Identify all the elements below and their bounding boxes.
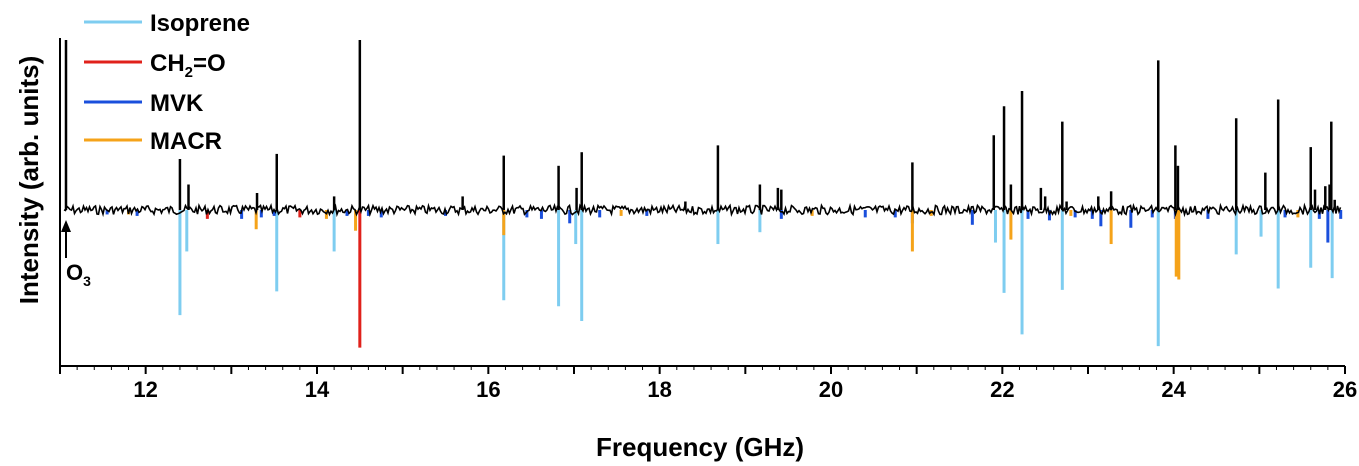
legend-label: CH2=O bbox=[150, 50, 226, 81]
observed-baseline-noise bbox=[63, 202, 1342, 218]
legend-item-ch2o: CH2=O bbox=[84, 50, 226, 81]
legend-item-isoprene: Isoprene bbox=[84, 10, 250, 37]
x-tick-label: 16 bbox=[476, 377, 500, 402]
legend-label: Isoprene bbox=[150, 10, 250, 37]
series-ch2-o bbox=[205, 210, 362, 348]
observed-spectrum bbox=[63, 40, 1342, 218]
x-tick-label: 12 bbox=[133, 377, 157, 402]
simulated-spectra bbox=[105, 210, 1343, 348]
x-tick-label: 26 bbox=[1333, 377, 1357, 402]
series-isoprene bbox=[178, 210, 1334, 347]
legend-label: MVK bbox=[150, 90, 204, 117]
x-tick-label: 22 bbox=[990, 377, 1014, 402]
series-macr bbox=[127, 210, 1300, 280]
x-tick-label: 20 bbox=[819, 377, 843, 402]
legend: Isoprene CH2=O MVK MACR bbox=[84, 10, 250, 155]
legend-item-macr: MACR bbox=[84, 128, 222, 155]
x-axis-ticks: 12 14 16 18 20 22 24 26 bbox=[59, 366, 1357, 402]
x-tick-label: 14 bbox=[305, 377, 330, 402]
o3-arrow-head bbox=[60, 220, 71, 232]
x-tick-label: 24 bbox=[1161, 377, 1186, 402]
x-axis-title: Frequency (GHz) bbox=[596, 432, 804, 462]
x-tick-label: 18 bbox=[647, 377, 671, 402]
legend-item-mvk: MVK bbox=[84, 90, 204, 117]
legend-label: MACR bbox=[150, 128, 222, 155]
y-axis-title: Intensity (arb. units) bbox=[14, 56, 44, 304]
series-mvk bbox=[105, 210, 1343, 243]
o3-annotation: O3 bbox=[60, 220, 91, 289]
o3-label: O3 bbox=[66, 260, 91, 289]
